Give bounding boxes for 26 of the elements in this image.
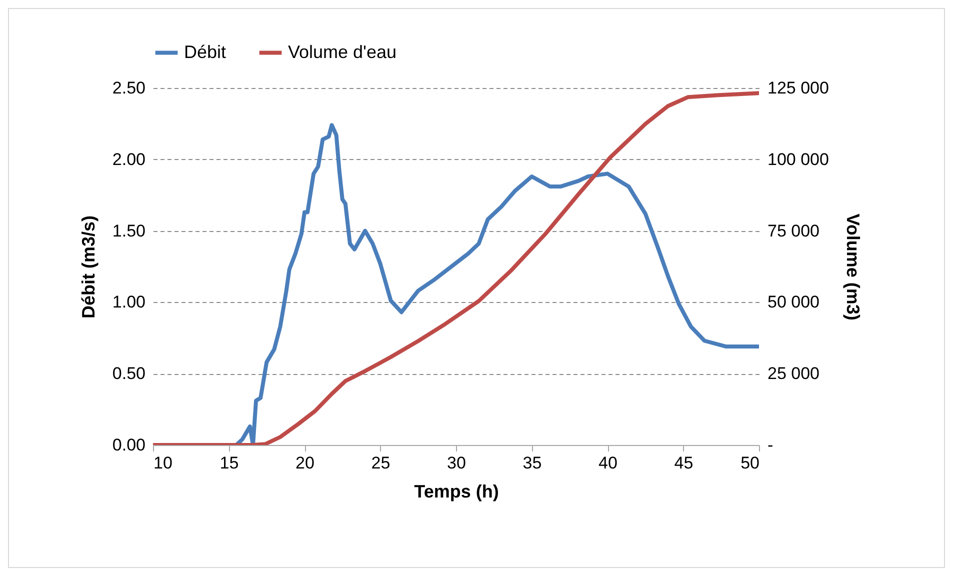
y-tick-label: 2.50 (112, 78, 146, 98)
y2-tick-label: 75 000 (768, 221, 820, 240)
y-tick-label: 1.00 (112, 292, 146, 312)
y-tick-label: 1.50 (112, 221, 146, 240)
legend-label: Débit (184, 42, 226, 62)
x-tick-label: 25 (371, 454, 390, 472)
x-tick-label: 40 (598, 454, 618, 472)
y-tick-label: 0.00 (112, 436, 146, 454)
y-tick-label: 0.50 (112, 364, 146, 384)
x-tick-label: 10 (154, 454, 172, 472)
x-tick-label: 30 (447, 454, 466, 472)
y2-axis-title: Volume (m3) (842, 214, 863, 320)
y2-tick-label: - (768, 436, 774, 454)
y2-tick-label: 50 000 (768, 292, 820, 312)
y-tick-label: 2.00 (112, 150, 146, 169)
x-tick-label: 35 (522, 454, 542, 472)
y2-tick-label: 100 000 (768, 150, 829, 169)
y-axis-title: Débit (m3/s) (78, 215, 98, 319)
legend-label: Volume d'eau (288, 42, 397, 62)
y2-tick-label: 25 000 (768, 364, 820, 384)
x-tick-label: 15 (220, 454, 239, 472)
x-tick-label: 50 (740, 454, 760, 472)
x-tick-label: 20 (296, 454, 314, 472)
x-axis-title: Temps (h) (414, 482, 499, 502)
x-tick-label: 45 (674, 454, 694, 472)
y2-tick-label: 125 000 (768, 78, 829, 98)
